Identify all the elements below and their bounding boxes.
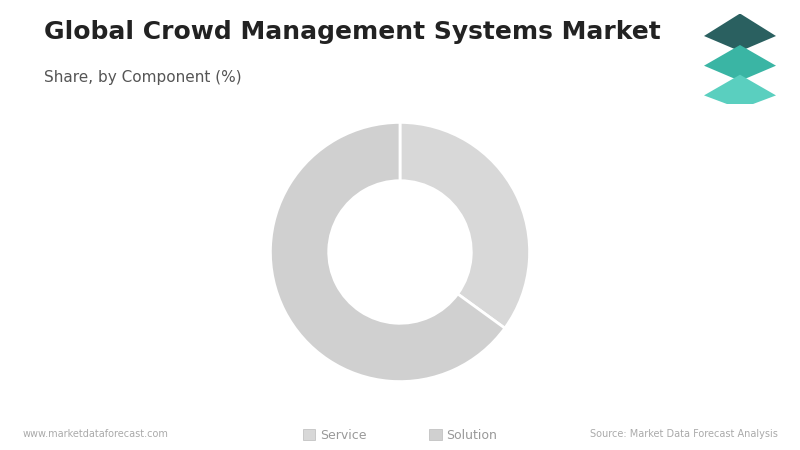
Polygon shape xyxy=(704,14,776,51)
Text: www.marketdataforecast.com: www.marketdataforecast.com xyxy=(22,429,168,439)
Legend: Service, Solution: Service, Solution xyxy=(298,423,502,447)
Text: Share, by Component (%): Share, by Component (%) xyxy=(44,70,242,85)
Text: Source: Market Data Forecast Analysis: Source: Market Data Forecast Analysis xyxy=(590,429,778,439)
Wedge shape xyxy=(400,122,530,328)
Polygon shape xyxy=(704,45,776,81)
Text: Global Crowd Management Systems Market: Global Crowd Management Systems Market xyxy=(44,20,661,44)
Polygon shape xyxy=(704,75,776,109)
Wedge shape xyxy=(270,122,505,382)
